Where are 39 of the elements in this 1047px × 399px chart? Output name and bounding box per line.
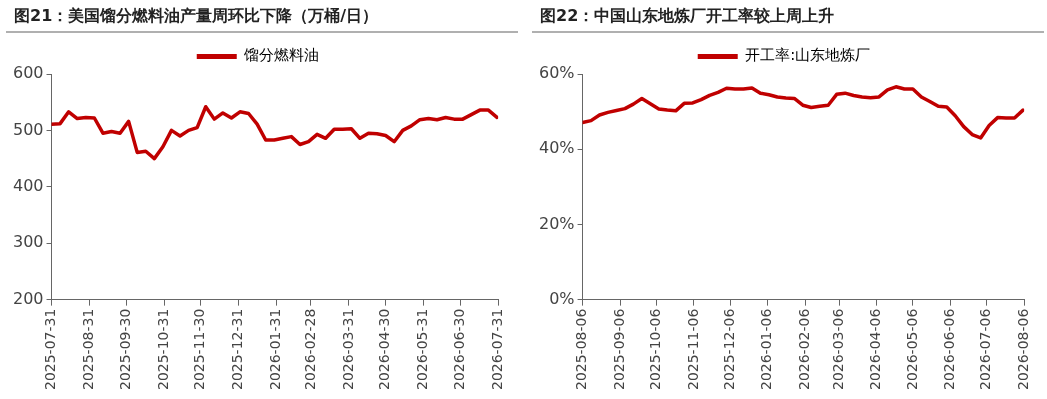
x-tick-label: 2025-08-06 [573, 308, 590, 391]
x-tick-label: 2025-11-30 [191, 308, 208, 391]
chart-title: 图21：美国馏分燃料油产量周环比下降（万桶/日） [6, 4, 518, 33]
x-tick-label: 2026-07-06 [977, 308, 994, 391]
legend-label: 开工率:山东地炼厂 [745, 46, 871, 65]
x-tick-label: 2026-04-06 [867, 308, 884, 391]
y-tick-label: 20% [539, 213, 575, 233]
x-tick-label: 2025-12-31 [229, 308, 246, 391]
x-tick-label: 2026-05-31 [414, 308, 431, 391]
x-tick-label: 2026-06-06 [941, 308, 958, 391]
x-tick-label: 2026-02-06 [795, 308, 812, 391]
x-tick-label: 2025-08-31 [80, 308, 97, 391]
y-tick-label: 500 [12, 119, 44, 139]
x-tick-label: 2026-04-30 [376, 308, 393, 391]
x-tick-label: 2025-09-30 [116, 308, 133, 391]
y-tick-label: 0% [549, 288, 575, 308]
y-tick-label: 400 [12, 175, 44, 195]
x-tick-label: 2025-12-06 [720, 308, 737, 391]
x-tick-label: 2026-03-06 [829, 308, 846, 391]
chart-title: 图22：中国山东地炼厂开工率较上周上升 [532, 4, 1044, 33]
x-tick-label: 2026-01-31 [267, 308, 284, 391]
x-tick-label: 2025-09-06 [610, 308, 627, 391]
x-tick-label: 2026-06-30 [450, 308, 467, 391]
x-tick-label: 2025-07-31 [42, 308, 59, 391]
y-tick-label: 200 [12, 288, 44, 308]
x-tick-label: 2026-07-31 [488, 308, 505, 391]
x-tick-label: 2026-03-31 [339, 308, 356, 391]
x-tick-label: 2026-02-28 [301, 308, 318, 391]
x-tick-label: 2026-01-06 [758, 308, 775, 391]
legend-label: 馏分燃料油 [243, 46, 320, 65]
x-tick-label: 2025-10-06 [647, 308, 664, 391]
y-tick-label: 600 [12, 63, 44, 83]
y-tick-label: 40% [539, 138, 575, 158]
x-tick-label: 2025-10-31 [154, 308, 171, 391]
x-tick-label: 2026-08-06 [1014, 308, 1031, 391]
x-tick-label: 2026-05-06 [903, 308, 920, 391]
y-tick-label: 300 [12, 232, 44, 252]
x-tick-label: 2025-11-06 [684, 308, 701, 391]
y-tick-label: 60% [539, 63, 575, 83]
